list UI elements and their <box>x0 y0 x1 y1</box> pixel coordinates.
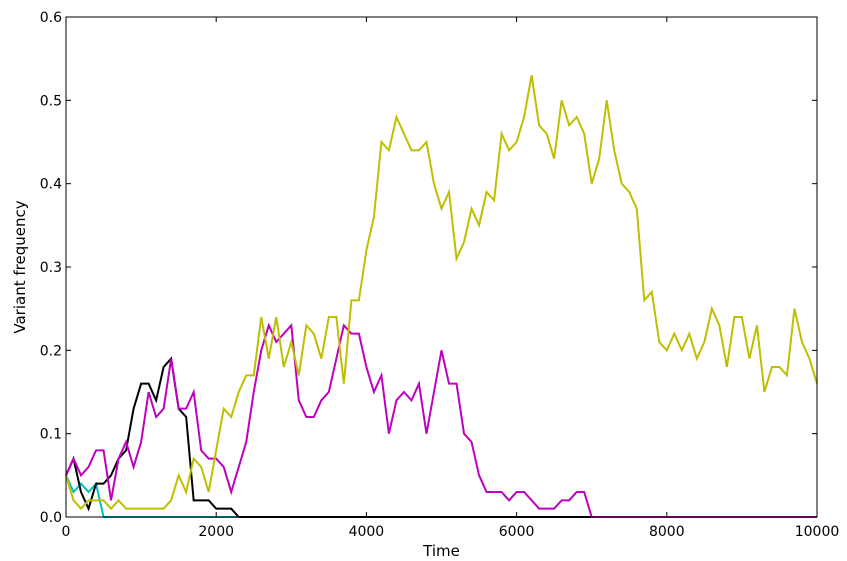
x-tick-label: 6000 <box>499 524 535 540</box>
x-tick-label: 4000 <box>349 524 385 540</box>
x-axis: 0 2000 4000 6000 8000 10000 <box>62 17 840 540</box>
y-tick-label: 0.6 <box>40 10 62 26</box>
y-tick-label: 0.2 <box>40 343 62 359</box>
y-tick-label: 0.3 <box>40 260 62 276</box>
series-line-1 <box>65 474 817 518</box>
y-tick-label: 0.1 <box>40 427 62 443</box>
x-axis-label: Time <box>422 542 460 560</box>
x-tick-label: 2000 <box>198 524 234 540</box>
y-tick-label: 0.4 <box>40 177 62 193</box>
series-line-3 <box>65 322 817 518</box>
y-tick-label: 0.5 <box>40 93 62 109</box>
series-line-2 <box>65 356 817 518</box>
x-tick-label: 10000 <box>795 524 840 540</box>
x-tick-label: 0 <box>62 524 71 540</box>
y-axis-label: Variant frequency <box>11 200 29 333</box>
y-tick-label: 0.0 <box>40 510 62 526</box>
y-axis: 0.0 0.1 0.2 0.3 0.4 0.5 0.6 <box>40 10 817 526</box>
x-tick-label: 8000 <box>649 524 685 540</box>
series-layer <box>65 75 818 518</box>
series-line-4 <box>65 75 818 511</box>
